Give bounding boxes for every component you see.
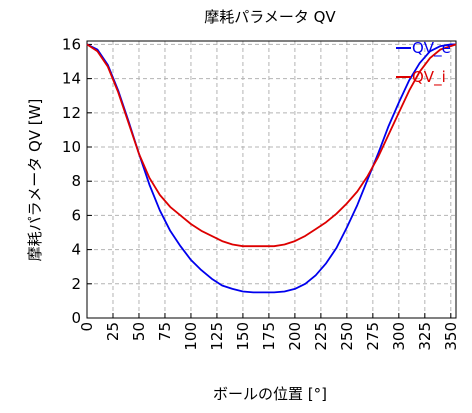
- y-tick-label: 4: [71, 241, 81, 259]
- x-tick-label: 350: [442, 322, 460, 351]
- x-tick-label: 275: [364, 322, 382, 351]
- y-tick-label: 0: [71, 309, 81, 327]
- y-tick-label: 2: [71, 275, 81, 293]
- y-axis: 0 2 4 6 8 10 12 14 16: [62, 35, 92, 327]
- legend-label-qv-i: QV_i: [412, 68, 446, 87]
- x-tick-label: 125: [208, 322, 226, 351]
- x-axis-title: ボールの位置 [°]: [213, 385, 327, 403]
- x-tick-label: 25: [104, 322, 122, 341]
- x-tick-label: 300: [390, 322, 408, 351]
- y-tick-label: 8: [71, 172, 81, 190]
- x-tick-label: 0: [78, 322, 96, 332]
- x-tick-label: 150: [234, 322, 252, 351]
- x-tick-label: 75: [156, 322, 174, 341]
- x-tick-label: 225: [312, 322, 330, 351]
- y-tick-label: 12: [62, 104, 81, 122]
- x-tick-label: 100: [182, 322, 200, 351]
- y-tick-label: 14: [62, 70, 81, 88]
- x-tick-label: 50: [130, 322, 148, 341]
- x-axis: 0 25 50 75 100 125 150 175 200 225 250 275 300 325 350: [78, 313, 460, 351]
- x-tick-label: 250: [338, 322, 356, 351]
- plot-area: [86, 40, 457, 319]
- grid: [86, 41, 456, 319]
- x-tick-label: 175: [260, 322, 278, 351]
- y-axis-title: 摩耗パラメータ QV [W]: [26, 99, 44, 262]
- x-tick-label: 325: [416, 322, 434, 351]
- series-layer: [86, 43, 457, 294]
- series-line-qv-i: [86, 43, 457, 248]
- y-tick-label: 10: [62, 138, 81, 156]
- chart-title: 摩耗パラメータ QV: [204, 8, 336, 26]
- legend: QV_e QV_i: [396, 39, 451, 87]
- x-tick-label: 200: [286, 322, 304, 351]
- y-tick-label: 6: [71, 206, 81, 224]
- legend-label-qv-e: QV_e: [412, 39, 451, 58]
- series-line-qv-e: [86, 43, 456, 294]
- y-tick-label: 16: [62, 35, 81, 53]
